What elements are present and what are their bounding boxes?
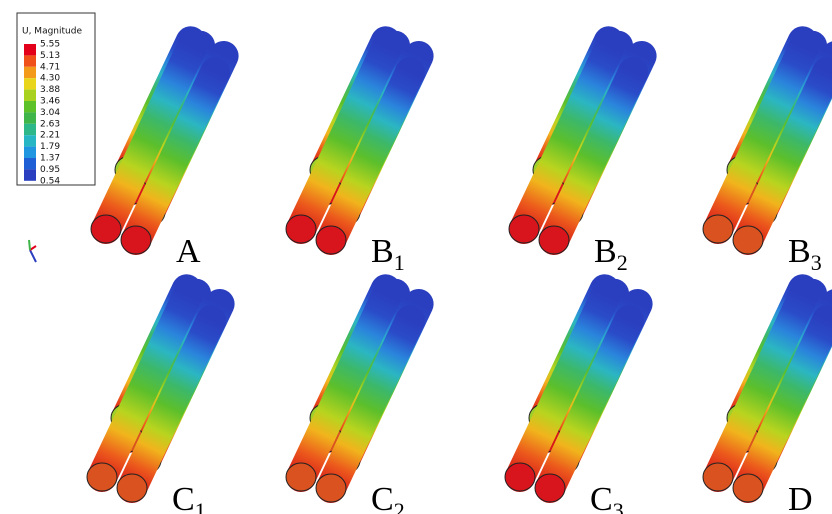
rod-end — [286, 215, 316, 243]
legend-value: 2.63 — [40, 119, 60, 129]
panel-subscript: 2 — [394, 498, 405, 514]
figure: AB1B2B3C1C2C3D U, Magnitude 5.555.134.71… — [0, 0, 832, 514]
rod-end — [91, 215, 121, 243]
model: B3 — [703, 41, 832, 275]
model: A — [91, 41, 224, 270]
panel-letter: C — [172, 481, 195, 514]
legend-swatch — [24, 55, 36, 66]
panel-subscript: 2 — [617, 250, 628, 275]
rod-end — [117, 474, 147, 502]
rod-end — [733, 474, 763, 502]
legend-swatch — [24, 158, 36, 169]
panel-letter: B — [788, 233, 811, 270]
panel-letter: D — [788, 481, 813, 514]
legend-title: U, Magnitude — [22, 27, 82, 37]
panel-label: C2 — [371, 481, 405, 514]
legend-value: 4.30 — [40, 74, 60, 84]
axis-triad — [29, 240, 36, 262]
panel-letter: C — [590, 481, 613, 514]
panel-label: B3 — [788, 233, 822, 275]
legend-value: 0.95 — [40, 165, 60, 175]
panel-subscript: 1 — [195, 498, 206, 514]
legend-value: 5.55 — [40, 40, 60, 50]
model: C3 — [505, 289, 638, 514]
legend-value: 0.54 — [40, 176, 60, 186]
panel-label: C3 — [590, 481, 624, 514]
panel-letter: C — [371, 481, 394, 514]
legend-value: 2.21 — [40, 131, 60, 141]
rod-end — [87, 463, 117, 491]
model: B1 — [286, 41, 419, 275]
legend: U, Magnitude 5.555.134.71 4.303.88 3.463.0… — [17, 13, 95, 186]
panel-label: B2 — [594, 233, 628, 275]
panel-letter: B — [594, 233, 617, 270]
rod-end — [505, 463, 535, 491]
legend-value: 1.37 — [40, 154, 60, 164]
legend-value: 3.88 — [40, 85, 60, 95]
panel-subscript: 3 — [613, 498, 624, 514]
model: B2 — [509, 41, 642, 275]
panel-label: C1 — [172, 481, 206, 514]
rod-end — [703, 215, 733, 243]
panel-label: A — [176, 233, 201, 270]
rod-end — [286, 463, 316, 491]
legend-swatch — [24, 169, 36, 180]
legend-value: 3.04 — [40, 108, 60, 118]
panel-subscript: 1 — [394, 250, 405, 275]
rod-end — [316, 474, 346, 502]
legend-swatch — [24, 67, 36, 78]
rod-end — [539, 226, 569, 254]
legend-value: 5.13 — [40, 51, 60, 61]
legend-value: 3.46 — [40, 97, 60, 107]
legend-swatch — [24, 90, 36, 101]
legend-value: 1.79 — [40, 142, 60, 152]
legend-swatch — [24, 147, 36, 158]
legend-swatch — [24, 124, 36, 135]
model: C1 — [87, 289, 220, 514]
panel-letter: A — [176, 233, 201, 270]
rod-end — [703, 463, 733, 491]
panel-letter: B — [371, 233, 394, 270]
legend-swatch — [24, 78, 36, 89]
rod-end — [535, 474, 565, 502]
legend-swatch — [24, 101, 36, 112]
model: C2 — [286, 289, 419, 514]
rod-end — [509, 215, 539, 243]
rod-end — [316, 226, 346, 254]
rod-end — [121, 226, 151, 254]
legend-swatch — [24, 112, 36, 123]
panel-subscript: 3 — [811, 250, 822, 275]
legend-swatch — [24, 44, 36, 55]
panel-label: B1 — [371, 233, 405, 275]
model: D — [703, 289, 832, 514]
panel-label: D — [788, 481, 813, 514]
legend-value: 4.71 — [40, 62, 60, 72]
rod-end — [733, 226, 763, 254]
legend-swatch — [24, 135, 36, 146]
